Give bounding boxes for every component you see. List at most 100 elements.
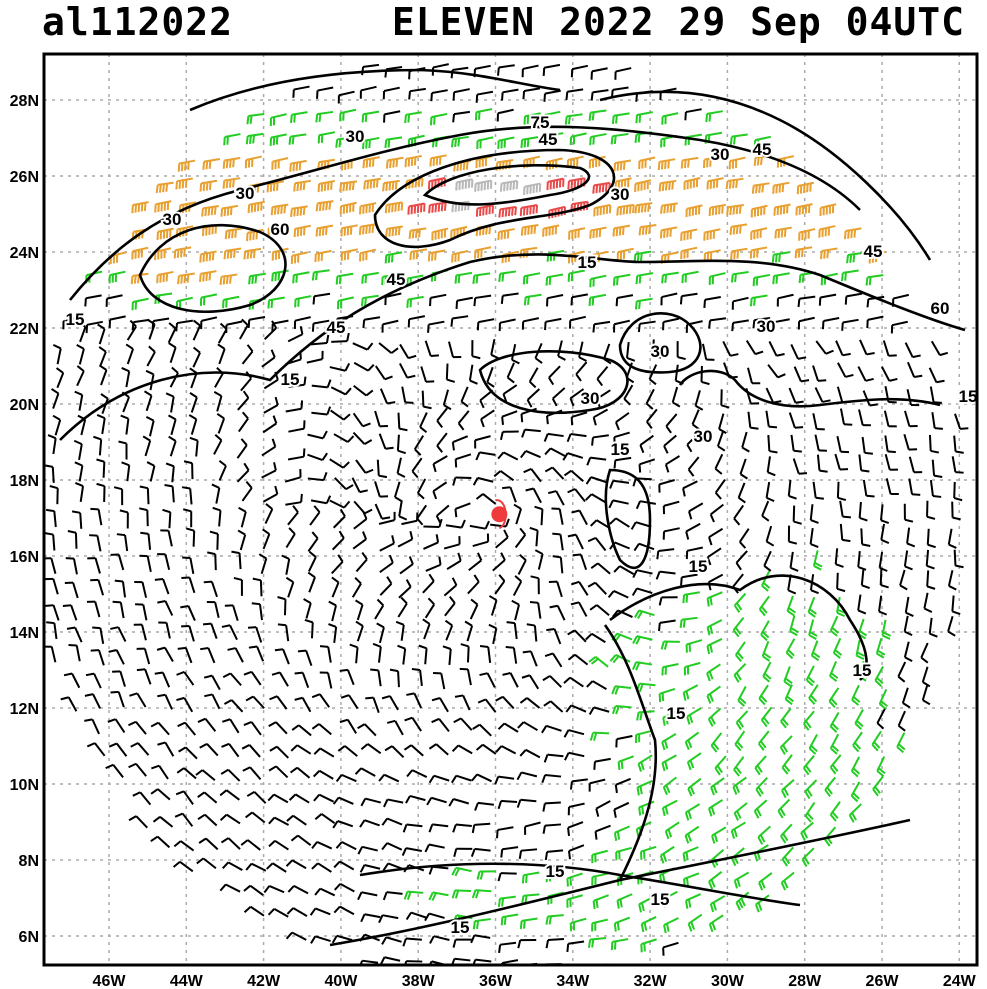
wind-barb — [587, 581, 608, 595]
wind-barb — [663, 434, 677, 454]
wind-barb — [139, 485, 150, 505]
wind-barb — [752, 273, 771, 287]
wind-barb — [118, 440, 128, 460]
wind-barb — [680, 246, 698, 260]
wind-barb — [563, 469, 584, 482]
wind-barb — [542, 63, 561, 77]
wind-barb — [477, 698, 497, 713]
wind-barb — [882, 340, 897, 357]
wind-barb — [694, 390, 704, 411]
wind-barb — [154, 247, 172, 261]
wind-barb — [829, 754, 842, 775]
wind-barb — [297, 649, 313, 667]
wind-barb — [474, 801, 494, 811]
wind-barb — [418, 644, 428, 665]
wind-barb — [595, 800, 611, 817]
wind-barb — [545, 869, 563, 883]
wind-barb — [202, 158, 220, 170]
wind-barb — [271, 671, 289, 687]
wind-barb — [903, 503, 914, 523]
wind-barb — [543, 89, 561, 102]
wind-barb — [858, 409, 871, 427]
wind-barb — [110, 626, 127, 642]
wind-barb — [362, 316, 381, 329]
wind-barb — [567, 653, 589, 666]
wind-barb — [129, 692, 147, 708]
wind-barb — [68, 643, 81, 662]
wind-barb — [592, 320, 611, 333]
wind-barb — [382, 179, 400, 192]
wind-barb — [921, 666, 931, 688]
wind-barb — [211, 483, 221, 504]
wind-barb — [785, 638, 796, 660]
wind-barb — [836, 572, 846, 593]
wind-barb — [480, 409, 495, 428]
wind-barb — [316, 86, 334, 99]
wind-barb — [112, 670, 126, 687]
wind-barb — [269, 113, 287, 127]
wind-barb — [374, 503, 391, 520]
wind-barb — [223, 133, 241, 146]
wind-barb — [542, 224, 560, 237]
wind-barb — [363, 177, 381, 190]
wind-barb — [815, 340, 834, 355]
wind-barb — [630, 521, 652, 530]
wind-barb — [729, 223, 748, 236]
wind-barb — [552, 532, 564, 551]
wind-barb — [585, 493, 606, 504]
wind-barb — [635, 111, 653, 124]
wind-barb — [314, 249, 332, 263]
wind-barb — [445, 363, 456, 383]
wind-barb — [818, 225, 836, 238]
wind-barb — [178, 746, 198, 760]
wind-barb — [495, 529, 509, 549]
wind-barb — [929, 479, 942, 498]
wind-barb — [511, 599, 520, 621]
wind-barb — [376, 622, 385, 644]
wind-barb — [90, 507, 103, 526]
wind-barb — [684, 825, 700, 844]
wind-barb — [313, 747, 335, 758]
wind-barb — [931, 412, 943, 430]
wind-barb — [771, 251, 790, 263]
wind-barb — [718, 413, 727, 435]
wind-barb — [467, 574, 480, 595]
wind-barb — [506, 362, 515, 384]
wind-barb — [221, 742, 240, 758]
wind-barb — [881, 366, 898, 382]
wind-barb — [381, 695, 399, 711]
wind-barb — [382, 86, 400, 100]
wind-barb — [309, 505, 321, 526]
wind-barb — [658, 596, 678, 606]
wind-barb — [617, 755, 634, 771]
contour-label: 30 — [346, 127, 365, 146]
wind-barb — [277, 623, 290, 642]
wind-barb — [862, 479, 875, 498]
wind-barb — [264, 503, 274, 524]
wind-barb — [353, 384, 374, 397]
wind-barb — [475, 204, 494, 217]
contour-label: 30 — [651, 342, 670, 361]
wind-barb — [543, 753, 564, 763]
wind-barb — [204, 693, 221, 710]
wind-barb — [596, 365, 609, 387]
wind-barb — [44, 532, 56, 551]
wind-barb — [634, 202, 653, 214]
wind-barb — [165, 392, 175, 413]
wind-barb — [516, 798, 537, 808]
wind-barb — [315, 200, 334, 212]
wind-barb — [548, 580, 563, 598]
wind-barb — [176, 671, 195, 686]
wind-barb — [657, 158, 676, 171]
wind-barb — [328, 623, 338, 643]
wind-barb — [569, 132, 587, 146]
wind-barb — [311, 406, 332, 416]
wind-barb — [339, 180, 358, 192]
wind-barb — [337, 90, 355, 104]
wind-barb — [200, 316, 218, 330]
wind-barb — [168, 435, 177, 457]
wind-barb — [247, 626, 263, 643]
wind-barb — [857, 551, 867, 571]
wind-barb — [774, 226, 792, 239]
